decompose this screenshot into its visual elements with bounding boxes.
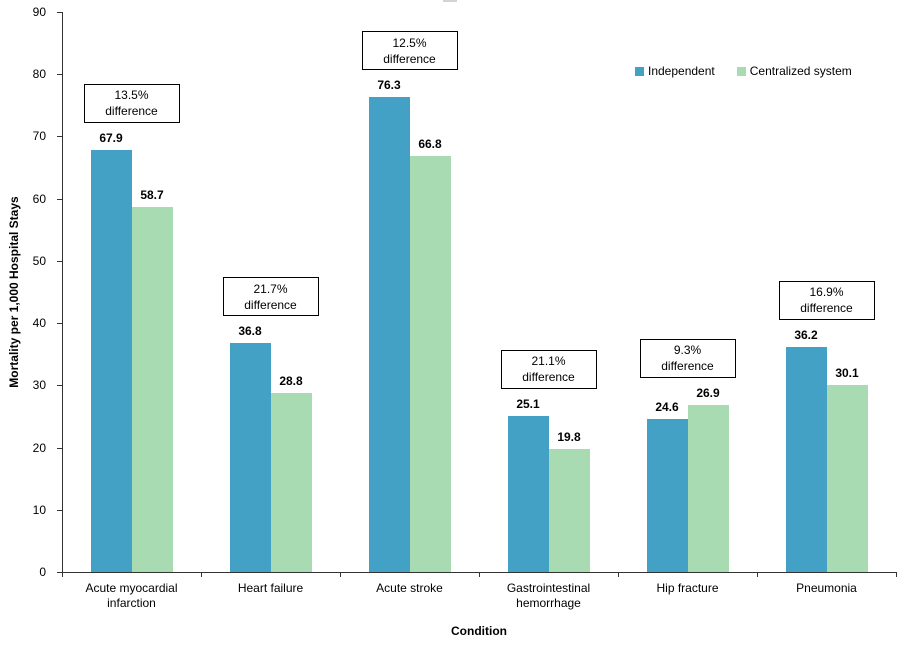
centralized-bar [131, 206, 173, 572]
x-tick [618, 572, 619, 577]
centralized-bar [826, 384, 868, 572]
x-tick [201, 572, 202, 577]
x-tick [340, 572, 341, 577]
y-axis-line [62, 12, 63, 572]
x-tick [757, 572, 758, 577]
y-tick [57, 447, 62, 449]
x-tick [479, 572, 480, 577]
y-tick [57, 572, 62, 573]
x-category-label: Acute myocardial infarction [85, 581, 178, 610]
bar-value-label: 36.8 [238, 324, 262, 339]
difference-box: 21.1% difference [500, 349, 597, 389]
y-tick [57, 260, 62, 262]
independent-bar [507, 415, 549, 572]
bar-value-label: 24.6 [655, 399, 679, 414]
legend: Independent Centralized system [635, 64, 852, 78]
legend-label: Centralized system [749, 64, 852, 78]
bar-value-label: 26.9 [696, 385, 720, 400]
y-tick [57, 136, 62, 138]
legend-item-independent: Independent [635, 64, 715, 78]
y-tick [57, 385, 62, 387]
y-tick [57, 74, 62, 76]
y-tick-label: 50 [32, 253, 46, 268]
centralized-swatch-icon [736, 66, 746, 76]
bar-value-label: 19.8 [557, 429, 581, 444]
independent-bar [785, 346, 827, 572]
legend-label: Independent [648, 64, 715, 78]
independent-bar [368, 97, 410, 572]
y-tick-label: 60 [32, 191, 46, 206]
y-tick-label: 30 [32, 378, 46, 393]
legend-item-centralized: Centralized system [736, 64, 852, 78]
bar-value-label: 25.1 [516, 396, 540, 411]
difference-box: 9.3% difference [639, 338, 736, 378]
x-axis-title: Condition [451, 624, 507, 638]
difference-box: 12.5% difference [361, 31, 458, 71]
centralized-bar [409, 156, 451, 572]
y-tick-label: 10 [32, 502, 46, 517]
bar-value-label: 58.7 [140, 187, 164, 202]
centralized-bar [270, 392, 312, 572]
difference-box: 21.7% difference [222, 277, 319, 317]
y-tick-label: 20 [32, 440, 46, 455]
bar-value-label: 28.8 [279, 373, 303, 388]
y-tick-label: 40 [32, 316, 46, 331]
y-tick-label: 70 [32, 129, 46, 144]
x-category-label: Hip fracture [656, 581, 719, 595]
difference-box: 13.5% difference [83, 83, 180, 123]
x-tick [896, 572, 897, 577]
bar-value-label: 67.9 [99, 130, 123, 145]
x-tick [62, 572, 63, 577]
independent-swatch-icon [635, 66, 644, 76]
y-tick [57, 323, 62, 325]
x-category-label: Gastrointestinal hemorrhage [506, 581, 591, 610]
independent-bar [229, 343, 271, 572]
bar-value-label: 36.2 [794, 327, 818, 342]
bar-value-label: 66.8 [418, 137, 442, 152]
x-category-label: Heart failure [237, 581, 304, 595]
y-tick [57, 509, 62, 511]
cropped-title-artifact [443, 0, 457, 2]
x-category-label: Acute stroke [376, 581, 443, 595]
bar-value-label: 30.1 [835, 365, 859, 380]
y-axis-title: Mortality per 1,000 Hospital Stays [7, 196, 21, 388]
independent-bar [646, 418, 688, 572]
centralized-bar [687, 404, 729, 572]
x-category-label: Pneumonia [796, 581, 857, 595]
centralized-bar [548, 448, 590, 572]
y-tick [57, 12, 62, 13]
y-tick-label: 90 [32, 5, 46, 19]
independent-bar [90, 149, 132, 572]
y-tick-label: 80 [32, 67, 46, 82]
y-tick [57, 198, 62, 200]
y-tick-label: 0 [39, 565, 46, 579]
difference-box: 16.9% difference [778, 280, 875, 320]
bar-value-label: 76.3 [377, 78, 401, 93]
